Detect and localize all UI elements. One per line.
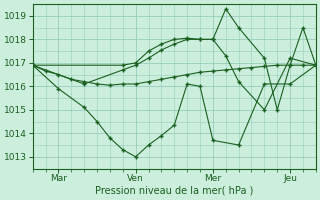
X-axis label: Pression niveau de la mer( hPa ): Pression niveau de la mer( hPa )	[95, 186, 253, 196]
